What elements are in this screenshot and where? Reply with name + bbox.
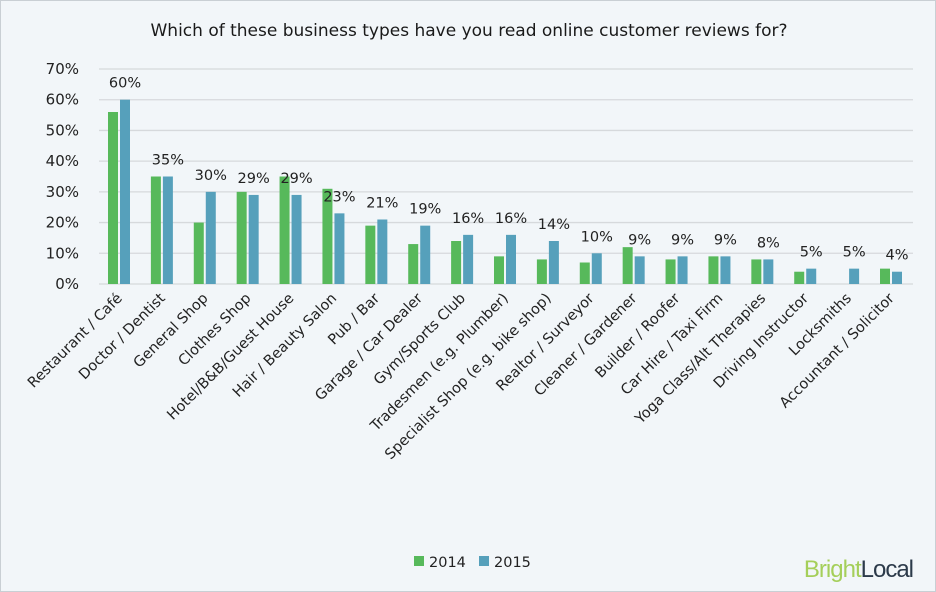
bar-2015-10: [548, 241, 559, 284]
y-tick-label: 40%: [46, 152, 79, 170]
legend-label-2014: 2014: [429, 555, 466, 571]
bar-2015-14: [720, 256, 731, 284]
bar-2015-4: [291, 194, 302, 284]
y-tick-label: 20%: [46, 214, 79, 232]
data-label: 60%: [109, 76, 141, 92]
data-label: 16%: [495, 211, 527, 227]
y-tick-label: 70%: [46, 60, 79, 78]
data-label: 9%: [714, 232, 737, 248]
bar-2014-15: [751, 259, 762, 284]
brightlocal-logo: BrightLocal: [804, 556, 913, 583]
category-label: General Shop: [131, 291, 212, 372]
bar-2014-0: [108, 112, 118, 284]
y-tick-label: 10%: [46, 244, 79, 262]
bar-2015-7: [420, 225, 431, 284]
bar-2015-8: [463, 234, 474, 284]
data-label: 8%: [757, 235, 780, 251]
bar-2015-9: [506, 234, 516, 284]
bar-2014-5: [322, 188, 333, 284]
bar-2014-7: [408, 244, 419, 284]
legend-swatch-2014: [414, 556, 424, 566]
data-label: 16%: [452, 211, 484, 227]
data-label: 30%: [195, 168, 227, 184]
y-tick-label: 50%: [46, 121, 79, 139]
bar-2014-14: [708, 256, 719, 284]
y-tick-label: 30%: [46, 183, 79, 201]
data-label: 21%: [366, 196, 398, 212]
bar-2014-18: [880, 268, 890, 284]
bar-2014-8: [451, 241, 462, 284]
bar-2015-0: [120, 99, 130, 284]
bar-2014-9: [494, 256, 504, 284]
bar-2015-12: [634, 256, 645, 284]
y-tick-label: 0%: [55, 275, 79, 293]
bar-2015-6: [377, 219, 388, 284]
bar-2014-1: [150, 176, 161, 284]
data-label: 23%: [323, 189, 355, 205]
chart-title: Which of these business types have you r…: [150, 21, 787, 41]
bar-2015-18: [892, 271, 902, 284]
y-tick-label: 60%: [46, 91, 79, 109]
data-label: 9%: [671, 232, 694, 248]
bar-2015-2: [205, 191, 216, 284]
bar-2015-5: [334, 213, 345, 284]
bar-2015-11: [591, 253, 602, 284]
data-label: 5%: [800, 245, 823, 261]
bar-2015-3: [248, 194, 259, 284]
bar-2014-10: [536, 259, 547, 284]
bar-2014-16: [794, 271, 805, 284]
bar-2015-17: [849, 268, 860, 284]
bar-2015-13: [677, 256, 688, 284]
bar-2014-2: [193, 222, 204, 284]
data-label: 9%: [628, 232, 651, 248]
data-label: 4%: [885, 248, 908, 264]
data-label: 10%: [581, 229, 613, 245]
legend-label-2015: 2015: [494, 555, 531, 571]
bar-2014-13: [665, 259, 676, 284]
bar-2014-6: [365, 225, 376, 284]
data-label: 14%: [538, 217, 570, 233]
bar-2014-12: [622, 247, 633, 284]
data-label: 5%: [843, 245, 866, 261]
data-label: 29%: [238, 171, 270, 187]
data-label: 35%: [152, 153, 184, 169]
bar-2014-11: [579, 262, 590, 284]
legend-swatch-2015: [479, 556, 489, 566]
bar-2015-15: [763, 259, 774, 284]
data-label: 19%: [409, 202, 441, 218]
bar-2014-3: [236, 191, 247, 284]
legend: 2014 2015: [414, 555, 531, 571]
bar-2015-1: [162, 176, 173, 284]
bar-2015-16: [806, 268, 817, 284]
data-label: 29%: [280, 171, 312, 187]
bar-2014-4: [279, 176, 290, 284]
